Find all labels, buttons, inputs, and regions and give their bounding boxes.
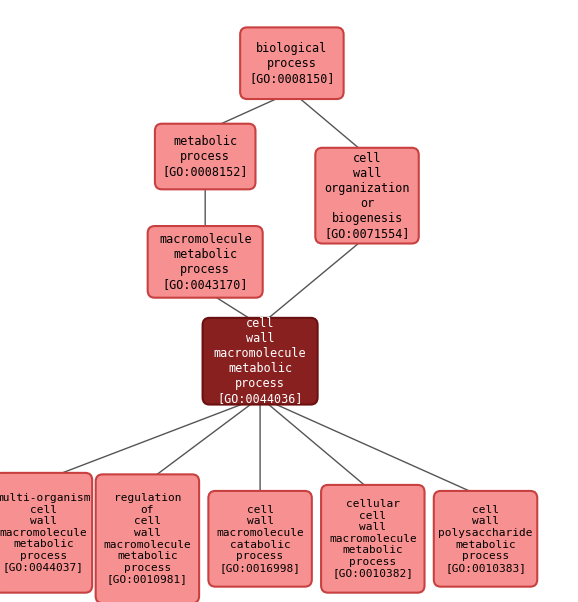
FancyBboxPatch shape: [434, 491, 538, 586]
FancyBboxPatch shape: [240, 27, 343, 99]
FancyBboxPatch shape: [95, 474, 199, 602]
FancyBboxPatch shape: [208, 491, 312, 586]
Text: cell
wall
organization
or
biogenesis
[GO:0071554]: cell wall organization or biogenesis [GO…: [324, 152, 410, 240]
Text: cell
wall
polysaccharide
metabolic
process
[GO:0010383]: cell wall polysaccharide metabolic proce…: [438, 505, 533, 573]
Text: macromolecule
metabolic
process
[GO:0043170]: macromolecule metabolic process [GO:0043…: [159, 233, 251, 291]
Text: cell
wall
macromolecule
metabolic
process
[GO:0044036]: cell wall macromolecule metabolic proces…: [214, 317, 306, 405]
FancyBboxPatch shape: [147, 226, 262, 298]
FancyBboxPatch shape: [0, 473, 92, 592]
FancyBboxPatch shape: [155, 124, 255, 189]
FancyBboxPatch shape: [316, 147, 418, 243]
Text: cell
wall
macromolecule
catabolic
process
[GO:0016998]: cell wall macromolecule catabolic proces…: [216, 505, 304, 573]
Text: biological
process
[GO:0008150]: biological process [GO:0008150]: [249, 42, 335, 85]
Text: cellular
cell
wall
macromolecule
metabolic
process
[GO:0010382]: cellular cell wall macromolecule metabol…: [329, 499, 417, 579]
Text: multi-organism
cell
wall
macromolecule
metabolic
process
[GO:0044037]: multi-organism cell wall macromolecule m…: [0, 493, 91, 573]
Text: metabolic
process
[GO:0008152]: metabolic process [GO:0008152]: [162, 135, 248, 178]
Text: regulation
of
cell
wall
macromolecule
metabolic
process
[GO:0010981]: regulation of cell wall macromolecule me…: [103, 493, 191, 585]
FancyBboxPatch shape: [321, 485, 424, 592]
FancyBboxPatch shape: [203, 318, 318, 405]
